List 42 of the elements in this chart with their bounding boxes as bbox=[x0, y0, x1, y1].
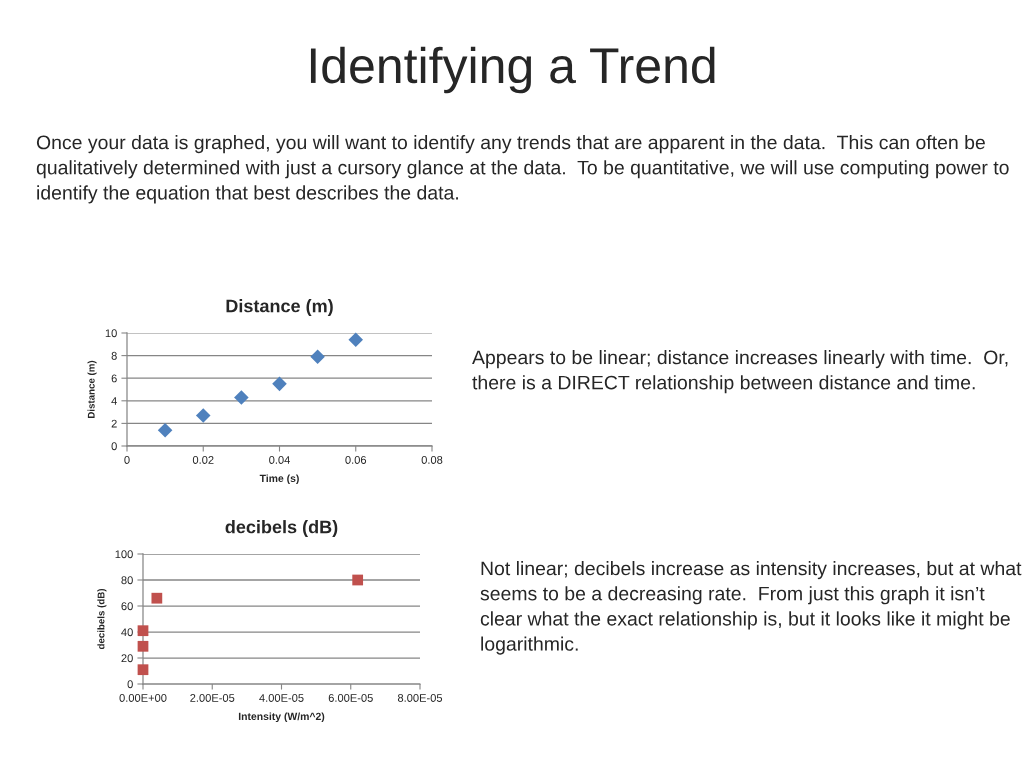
y-tick-label: 40 bbox=[121, 628, 133, 637]
x-tick-label: 6.00E-05 bbox=[328, 694, 373, 702]
text: Identifying a Trend bbox=[310, 46, 715, 94]
text: Appears to be linear; distance increases linearly with time. Or, there is a DIRECT relationship between distance and time. bbox=[472, 350, 1008, 394]
chart-title: Distance (m) bbox=[226, 299, 333, 316]
point bbox=[137, 640, 149, 652]
x-tick-label: 2.00E-05 bbox=[190, 694, 235, 702]
y-tick-label: 20 bbox=[121, 654, 133, 663]
point bbox=[137, 625, 149, 637]
x-tick-label: 0.08 bbox=[421, 456, 443, 464]
text: Not linear; decibels increase as intensity increases, but at what seems to be a decreasing rate. From just this graph it isn’t clear what the exact relationship is, but it looks like it might be logarithmic. bbox=[480, 561, 1022, 655]
y-axis-title: Distance (m) bbox=[87, 360, 97, 419]
y-tick-label: 0 bbox=[111, 442, 117, 451]
y-tick-label: 100 bbox=[115, 550, 133, 559]
y-tick-label: 6 bbox=[111, 374, 117, 383]
y-tick-label: 4 bbox=[111, 397, 117, 405]
y-tick-label: 10 bbox=[105, 329, 117, 338]
point bbox=[157, 422, 173, 438]
x-tick-label: 0.02 bbox=[192, 456, 214, 464]
y-tick-label: 8 bbox=[111, 351, 117, 360]
x-tick-label: 4.00E-05 bbox=[259, 694, 304, 702]
text: Once your data is graphed, you will want to identify any trends that are apparent in the data. This can often be qualitatively determined with just a cursory glance at the data. To be quantitative, we will use computing power to identify the equation that best describes the data. bbox=[36, 135, 1009, 204]
x-tick-label: 8.00E-05 bbox=[397, 694, 443, 702]
point bbox=[310, 349, 325, 365]
y-axis-title: decibels (dB) bbox=[97, 588, 107, 650]
x-axis-title: Intensity (W/m^2) bbox=[238, 712, 325, 723]
y-tick-label: 2 bbox=[111, 419, 117, 428]
y-tick-label: 80 bbox=[121, 576, 133, 585]
x-tick-label: 0.06 bbox=[345, 456, 367, 464]
x-axis-title: Time (s) bbox=[259, 474, 299, 485]
point bbox=[348, 332, 364, 348]
point bbox=[137, 664, 149, 676]
x-tick-label: 0.04 bbox=[269, 456, 290, 464]
y-tick-label: 0 bbox=[127, 680, 133, 689]
point bbox=[234, 390, 249, 405]
x-tick-label: 0.00E+00 bbox=[119, 694, 167, 702]
point bbox=[151, 592, 163, 604]
point bbox=[195, 408, 211, 423]
chart-title: decibels (dB) bbox=[225, 520, 338, 537]
y-tick-label: 60 bbox=[121, 602, 133, 611]
point bbox=[272, 376, 287, 392]
point bbox=[352, 574, 364, 586]
